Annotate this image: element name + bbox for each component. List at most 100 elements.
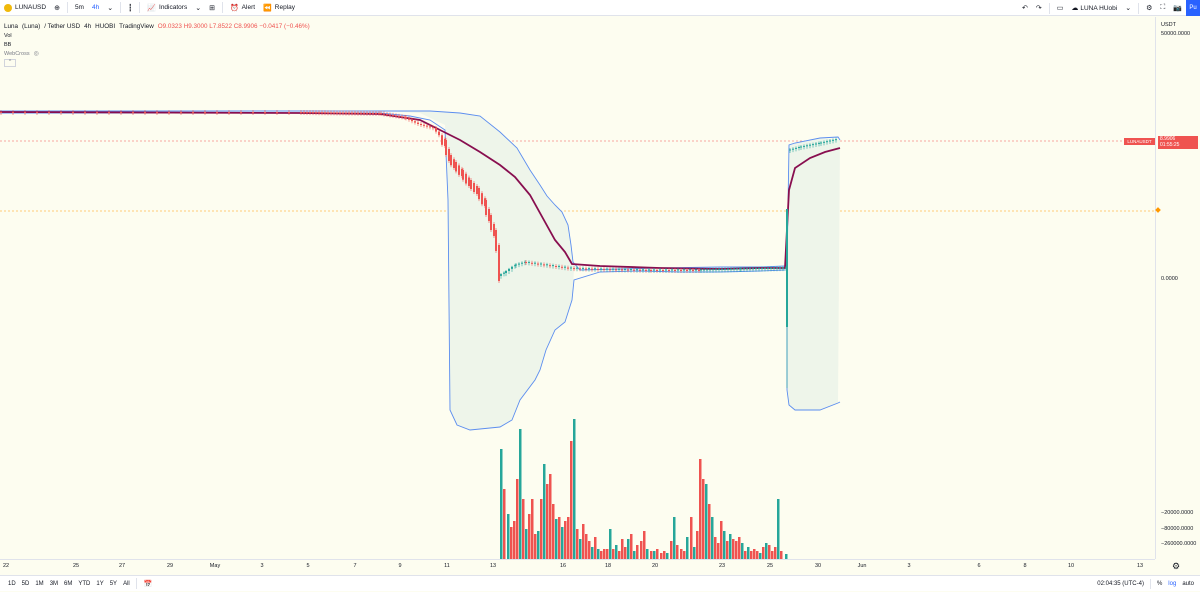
layout-name-button[interactable]: ☁ LUNA HUobi <box>1067 0 1121 16</box>
collapse-legend-button[interactable]: ^ <box>4 58 16 67</box>
candle <box>650 270 652 271</box>
candle <box>366 112 368 114</box>
settings-button[interactable]: ⚙ <box>1142 0 1156 16</box>
legend-script-row[interactable]: WebCross ◎ <box>4 49 310 58</box>
time-label: 7 <box>353 563 357 569</box>
chevron-down-icon: ⌄ <box>195 4 202 12</box>
fullscreen-button[interactable]: ⛶ <box>1156 0 1169 16</box>
legend-vol-row[interactable]: Vol <box>4 31 310 40</box>
chart-settings-gear-icon[interactable]: ⚙ <box>1172 561 1181 571</box>
range-button-all[interactable]: All <box>123 580 130 587</box>
alarm-icon: ⏰ <box>229 4 239 12</box>
volume-bar <box>643 531 646 559</box>
candle <box>180 112 182 113</box>
legend-name[interactable]: Luna <box>4 23 19 30</box>
indicators-dropdown[interactable]: ⌄ <box>191 0 205 16</box>
candle <box>680 270 682 271</box>
candle <box>573 268 575 270</box>
candle <box>423 124 425 126</box>
price-axis[interactable]: USDT 50000.0000 0.0000 −20000.0000 −8000… <box>1155 17 1200 559</box>
bb-lower-band <box>0 112 786 431</box>
publish-button[interactable]: Pu <box>1186 0 1200 16</box>
interval-dropdown[interactable]: ⌄ <box>103 0 117 16</box>
indicators-button[interactable]: 📈 Indicators <box>143 0 191 16</box>
range-button-1d[interactable]: 1D <box>8 580 16 587</box>
time-label: Jun <box>857 563 867 569</box>
candle <box>156 112 158 113</box>
range-button-3m[interactable]: 3M <box>49 580 59 587</box>
range-button-1y[interactable]: 1Y <box>96 580 104 587</box>
chart-legend: Luna (Luna) / Tether USD 4h HUOBI Tradin… <box>4 22 310 67</box>
auto-toggle[interactable]: auto <box>1182 581 1194 587</box>
candle <box>462 170 464 180</box>
volume-bar <box>646 549 649 559</box>
range-button-1m[interactable]: 1M <box>35 580 44 587</box>
legend-script: WebCross <box>4 50 30 57</box>
goto-date-button[interactable]: 📅 <box>140 576 157 592</box>
candle <box>493 224 495 236</box>
interval-5m-button[interactable]: 5m <box>71 0 88 16</box>
range-button-ytd[interactable]: YTD <box>78 580 91 587</box>
log-toggle[interactable]: log <box>1168 581 1177 587</box>
volume-bar <box>500 449 503 559</box>
candle <box>773 267 775 269</box>
volume-bar <box>676 545 679 559</box>
candle <box>330 112 332 114</box>
volume-bar <box>561 527 564 559</box>
volume-bar <box>753 549 756 559</box>
candle <box>782 267 784 269</box>
redo-button[interactable]: ↷ <box>1032 0 1046 16</box>
symbol-search[interactable]: LUNAUSD <box>0 0 50 16</box>
volume-bar <box>630 534 633 559</box>
time-axis[interactable]: 22 25 27 29 May 3 5 7 9 11 13 16 18 20 23 25 30 Jun 3 6 8 10 1… <box>0 559 1155 573</box>
eye-hidden-icon[interactable]: ◎ <box>33 51 39 57</box>
screenshot-button[interactable]: 📷 <box>1169 0 1186 16</box>
templates-button[interactable]: ⊞ <box>205 0 219 16</box>
range-button-5d[interactable]: 5D <box>21 580 30 587</box>
interval-4h-label: 4h <box>91 4 100 11</box>
replay-button[interactable]: ⏪ Replay <box>259 0 299 16</box>
time-label: 3 <box>260 563 264 569</box>
candle <box>490 215 492 230</box>
range-button-6m[interactable]: 6M <box>64 580 73 587</box>
percent-toggle[interactable]: % <box>1156 581 1163 587</box>
bb-upper-band <box>0 110 786 271</box>
volume-bar <box>636 545 639 559</box>
candle <box>692 270 694 271</box>
price-chart[interactable] <box>0 17 1155 559</box>
chart-type-button[interactable]: ┇ <box>124 0 136 16</box>
candle <box>426 125 428 127</box>
candle <box>525 262 527 263</box>
candle <box>429 126 431 128</box>
candle <box>240 112 242 113</box>
volume-bar <box>606 549 609 559</box>
time-label: 6 <box>977 563 981 569</box>
legend-source: TradingView <box>119 23 154 30</box>
candle <box>336 112 338 114</box>
candle <box>503 272 505 274</box>
layout-select-button[interactable]: ▭ <box>1053 0 1068 16</box>
candle <box>552 265 554 267</box>
compare-button[interactable]: ⊕ <box>50 0 64 16</box>
candlesticks <box>0 110 837 388</box>
alert-marker-icon[interactable] <box>1155 207 1161 213</box>
legend-bb-row[interactable]: BB <box>4 40 310 49</box>
divider <box>1138 2 1140 14</box>
candle <box>582 267 584 269</box>
interval-4h-button[interactable]: 4h <box>88 0 103 16</box>
volume-bar <box>640 541 643 559</box>
candle <box>264 112 266 113</box>
layout-dropdown[interactable]: ⌄ <box>1121 0 1135 16</box>
divider <box>1048 2 1050 14</box>
volume-bar <box>765 543 768 559</box>
range-button-5y[interactable]: 5Y <box>109 580 118 587</box>
clock-label[interactable]: 02:04:35 (UTC-4) <box>1097 581 1144 587</box>
candle <box>618 268 620 270</box>
candle <box>674 270 676 271</box>
time-label: 22 <box>2 563 10 569</box>
alert-button[interactable]: ⏰ Alert <box>226 0 259 16</box>
candle <box>764 267 766 269</box>
undo-button[interactable]: ↶ <box>1018 0 1032 16</box>
grid-icon: ⊞ <box>209 4 215 12</box>
candle <box>606 268 608 270</box>
